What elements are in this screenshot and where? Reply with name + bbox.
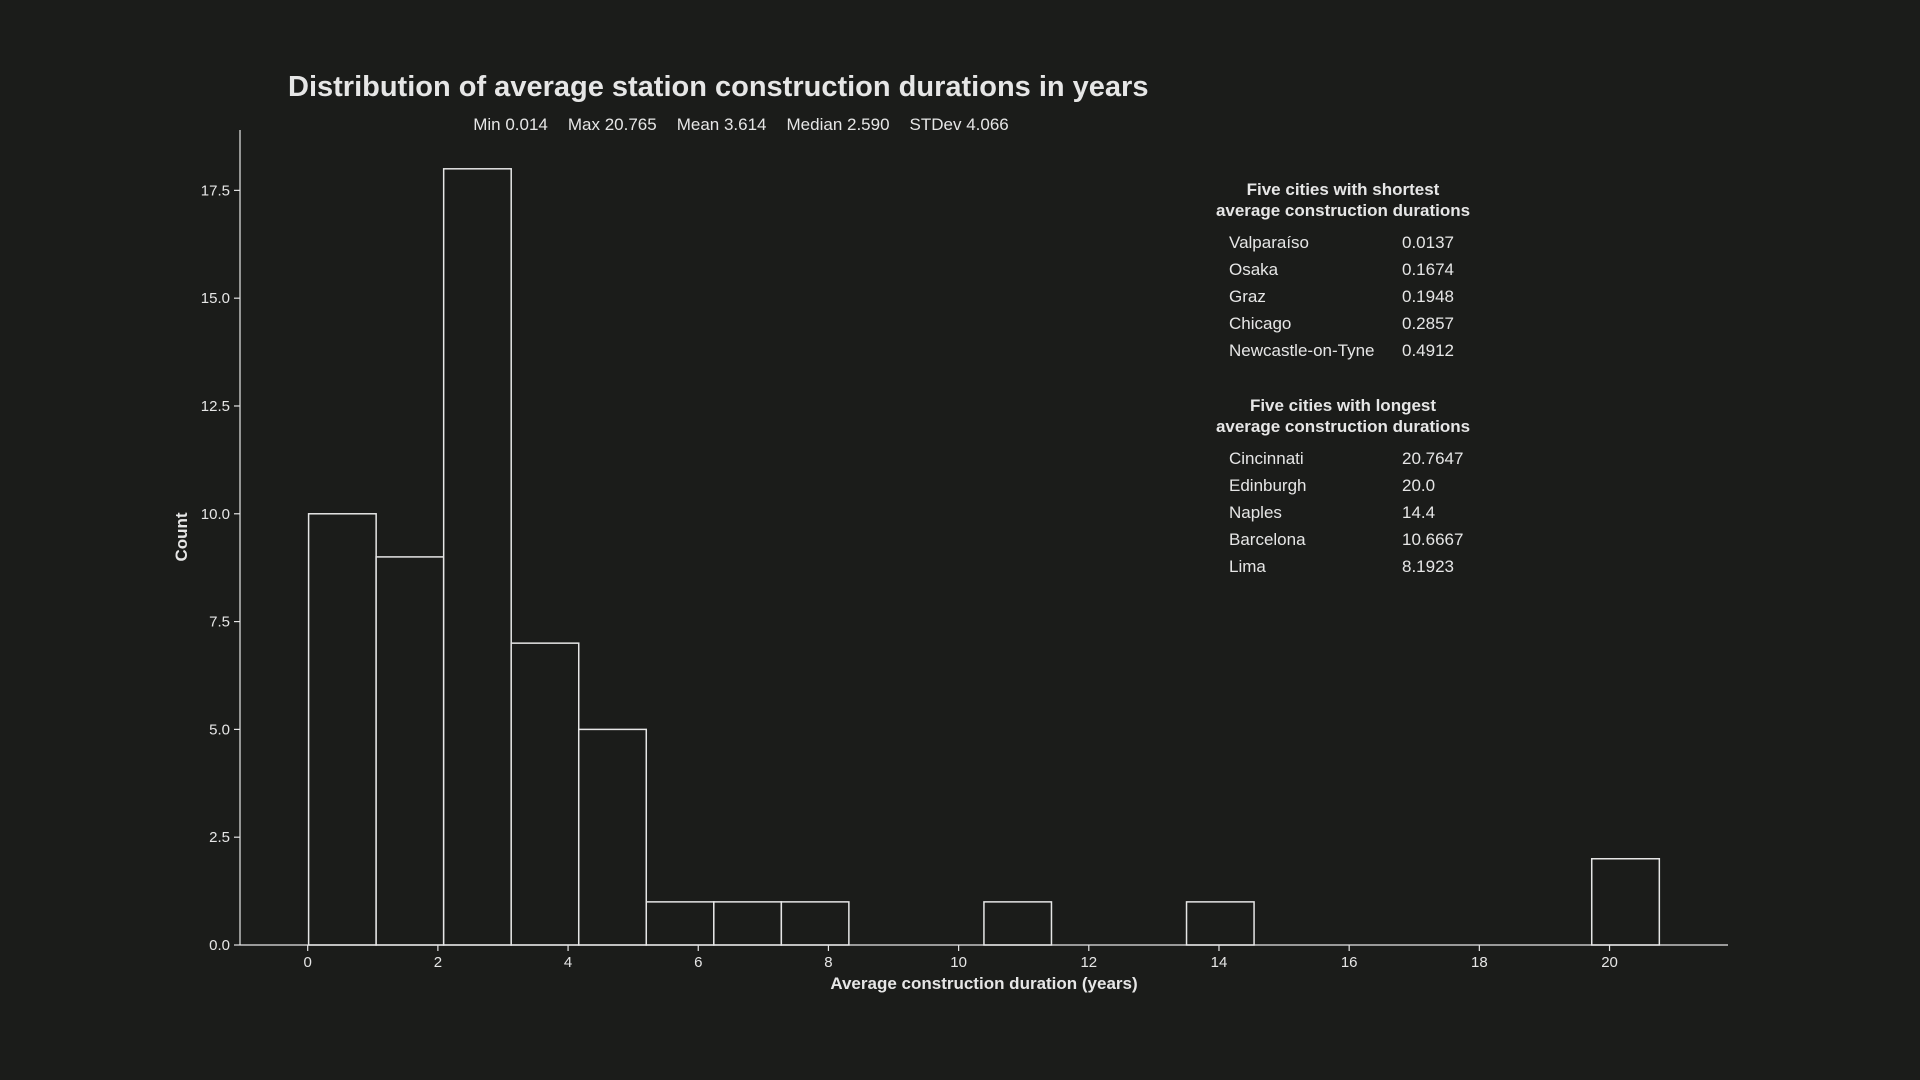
histogram-bars bbox=[307, 168, 1661, 946]
histogram-bar bbox=[780, 901, 850, 946]
stat-mean: Mean 3.614 bbox=[677, 115, 767, 134]
chart-stats-subtitle: Min 0.014 Max 20.765 Mean 3.614 Median 2.59… bbox=[473, 115, 1009, 134]
table-row: Lima 8.1923 bbox=[1229, 557, 1454, 576]
x-tick-label: 8 bbox=[824, 954, 832, 971]
stat-stdev: STDev 4.066 bbox=[910, 115, 1009, 134]
city-name: Graz bbox=[1229, 287, 1266, 306]
histogram-bar bbox=[510, 642, 580, 946]
y-tick-label: 10.0 bbox=[201, 506, 230, 523]
table-row: Newcastle-on-Tyne 0.4912 bbox=[1229, 341, 1454, 360]
shortest-durations-table: Five cities with shortest average constru… bbox=[1216, 180, 1470, 360]
city-name: Chicago bbox=[1229, 314, 1291, 333]
city-duration-value: 0.1674 bbox=[1402, 260, 1454, 279]
city-name: Newcastle-on-Tyne bbox=[1229, 341, 1375, 360]
city-duration-value: 10.6667 bbox=[1402, 530, 1463, 549]
table-row: Cincinnati 20.7647 bbox=[1229, 449, 1463, 468]
x-tick-label: 20 bbox=[1601, 954, 1618, 971]
chart-title: Distribution of average station construc… bbox=[288, 71, 1148, 103]
stat-median: Median 2.590 bbox=[787, 115, 890, 134]
city-duration-value: 0.2857 bbox=[1402, 314, 1454, 333]
x-axis-ticks: 0 2 4 6 8 10 12 14 16 18 20 bbox=[304, 945, 1618, 971]
histogram-bar bbox=[983, 901, 1053, 946]
city-name: Barcelona bbox=[1229, 530, 1306, 549]
table-row: Naples 14.4 bbox=[1229, 503, 1435, 522]
city-name: Osaka bbox=[1229, 260, 1279, 279]
y-tick-label: 5.0 bbox=[209, 721, 230, 738]
city-duration-value: 14.4 bbox=[1402, 503, 1435, 522]
histogram-bar bbox=[713, 901, 783, 946]
y-tick-label: 15.0 bbox=[201, 290, 230, 307]
table-heading: Five cities with shortest bbox=[1247, 180, 1440, 199]
city-duration-value: 0.1948 bbox=[1402, 287, 1454, 306]
table-heading: Five cities with longest bbox=[1250, 396, 1436, 415]
y-tick-label: 12.5 bbox=[201, 398, 230, 415]
histogram-bar bbox=[1185, 901, 1255, 946]
city-name: Naples bbox=[1229, 503, 1282, 522]
city-name: Edinburgh bbox=[1229, 476, 1307, 495]
table-row: Valparaíso 0.0137 bbox=[1229, 233, 1454, 252]
y-tick-label: 7.5 bbox=[209, 614, 230, 631]
y-tick-label: 2.5 bbox=[209, 829, 230, 846]
histogram-bar bbox=[307, 513, 377, 946]
histogram-bar bbox=[577, 728, 648, 946]
x-tick-label: 2 bbox=[434, 954, 442, 971]
histogram-bar bbox=[645, 901, 715, 946]
x-tick-label: 18 bbox=[1471, 954, 1488, 971]
stat-max: Max 20.765 bbox=[568, 115, 657, 134]
table-row: Osaka 0.1674 bbox=[1229, 260, 1454, 279]
x-tick-label: 16 bbox=[1341, 954, 1358, 971]
x-tick-label: 14 bbox=[1211, 954, 1228, 971]
city-duration-value: 0.0137 bbox=[1402, 233, 1454, 252]
city-tables: Five cities with shortest average constru… bbox=[1216, 180, 1470, 576]
table-heading: average construction durations bbox=[1216, 417, 1470, 436]
x-tick-label: 10 bbox=[950, 954, 967, 971]
x-tick-label: 4 bbox=[564, 954, 572, 971]
city-duration-value: 20.0 bbox=[1402, 476, 1435, 495]
y-tick-label: 17.5 bbox=[201, 182, 230, 199]
city-name: Cincinnati bbox=[1229, 449, 1304, 468]
x-axis-label: Average construction duration (years) bbox=[830, 974, 1137, 993]
city-duration-value: 20.7647 bbox=[1402, 449, 1463, 468]
y-axis-ticks: 0.0 2.5 5.0 7.5 10.0 12.5 15.0 17.5 bbox=[201, 182, 240, 954]
x-tick-label: 6 bbox=[694, 954, 702, 971]
table-row: Edinburgh 20.0 bbox=[1229, 476, 1435, 495]
x-tick-label: 12 bbox=[1080, 954, 1097, 971]
stat-min: Min 0.014 bbox=[473, 115, 548, 134]
table-row: Graz 0.1948 bbox=[1229, 287, 1454, 306]
city-name: Valparaíso bbox=[1229, 233, 1309, 252]
x-tick-label: 0 bbox=[304, 954, 312, 971]
city-duration-value: 8.1923 bbox=[1402, 557, 1454, 576]
longest-durations-table: Five cities with longest average construc… bbox=[1216, 396, 1470, 576]
table-row: Barcelona 10.6667 bbox=[1229, 530, 1463, 549]
table-heading: average construction durations bbox=[1216, 201, 1470, 220]
table-row: Chicago 0.2857 bbox=[1229, 314, 1454, 333]
y-axis-label: Count bbox=[172, 512, 191, 561]
histogram-bar bbox=[442, 168, 512, 946]
city-name: Lima bbox=[1229, 557, 1266, 576]
y-tick-label: 0.0 bbox=[209, 937, 230, 954]
city-duration-value: 0.4912 bbox=[1402, 341, 1454, 360]
histogram-bar bbox=[1590, 858, 1661, 946]
histogram-bar bbox=[375, 556, 445, 946]
